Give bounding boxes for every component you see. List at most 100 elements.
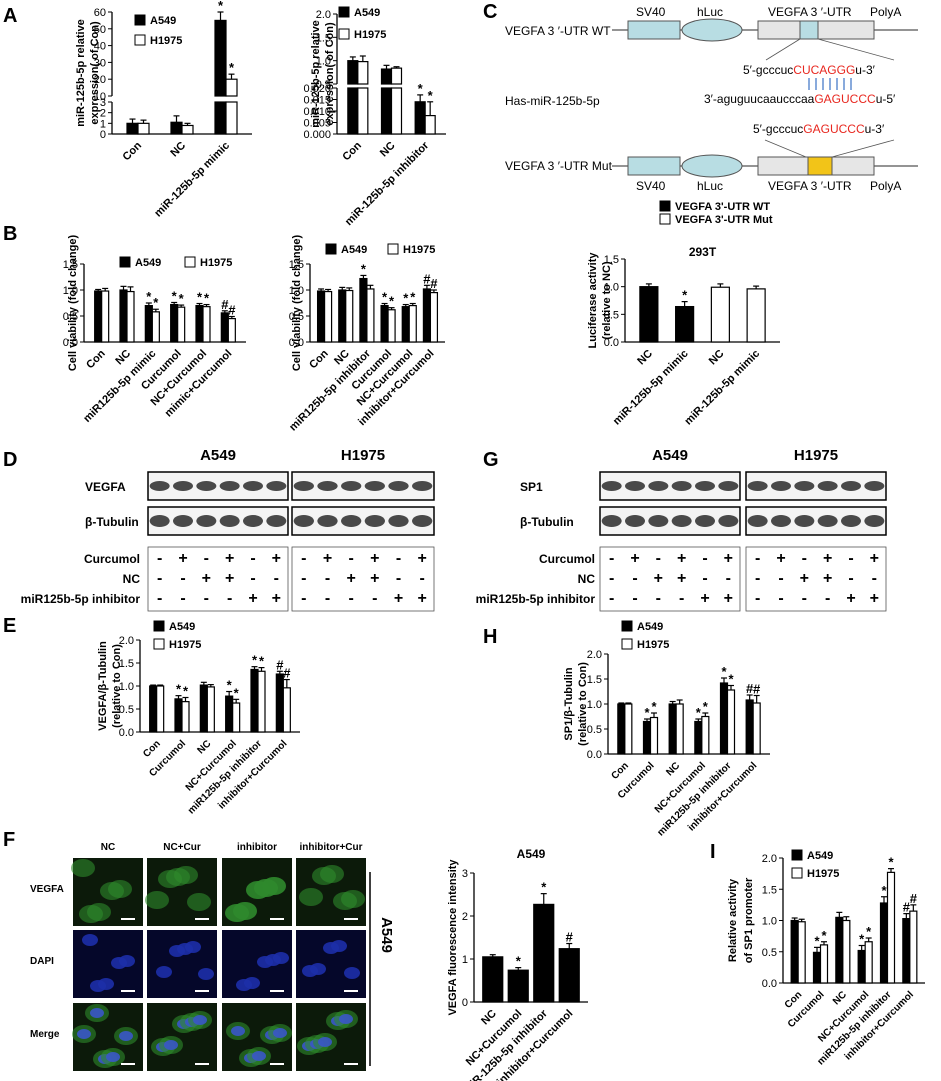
- bar: [144, 305, 153, 343]
- panel-letter-d: D: [3, 449, 17, 471]
- x-tick-label: NC: [113, 348, 133, 368]
- cell-signal: [233, 902, 257, 920]
- bar: [174, 698, 183, 733]
- cell-signal: [108, 880, 132, 898]
- condition-sign: -: [778, 570, 783, 587]
- x-tick-label: Con: [141, 738, 163, 760]
- condition-sign: -: [755, 590, 760, 607]
- y-axis-label: VEGFA fluorescence intensity: [447, 859, 459, 1016]
- legend-swatch: [791, 867, 803, 879]
- condition-sign: -: [632, 570, 637, 587]
- condition-sign: -: [872, 570, 877, 587]
- y-tick-label: 0: [462, 997, 468, 1009]
- y-tick-label: 1.0: [63, 285, 78, 297]
- blot-band: [388, 515, 409, 527]
- condition-sign: -: [301, 570, 306, 587]
- blot-band: [841, 481, 861, 491]
- blot-band: [388, 481, 409, 491]
- blot-band: [173, 481, 193, 491]
- y-tick-label: 0.005: [303, 118, 331, 130]
- micrograph-cell: [147, 930, 217, 998]
- condition-sign: +: [724, 590, 733, 607]
- significance-mark: *: [516, 954, 522, 969]
- significance-mark: *: [361, 261, 367, 276]
- significance-mark: *: [682, 288, 688, 303]
- bar: [366, 288, 375, 343]
- chart-i-promoter: 0.0 0.5 1.0 1.5 2.0 Relative activity of SP1 p…: [727, 849, 925, 1067]
- significance-mark: *: [153, 295, 159, 310]
- legend-swatch: [184, 256, 196, 268]
- blot-band: [196, 481, 217, 491]
- condition-sign: +: [870, 550, 879, 567]
- condition-sign: -: [204, 590, 209, 607]
- bar: [275, 673, 284, 733]
- significance-mark: *: [721, 664, 727, 679]
- y-tick-label: 2.0: [587, 649, 602, 661]
- condition-sign: -: [349, 590, 354, 607]
- y-tick-label: 0.5: [119, 704, 134, 716]
- condition-sign: -: [396, 570, 401, 587]
- nucleus: [244, 977, 260, 989]
- nucleus: [185, 941, 201, 953]
- condition-label: miR125b-5p inhibitor: [476, 592, 596, 606]
- condition-sign: -: [778, 590, 783, 607]
- panel-letter-b: B: [3, 223, 17, 245]
- y-tick-label: 1.5: [289, 259, 304, 271]
- condition-sign: +: [346, 570, 355, 587]
- micrograph-grid: NC NC+Cur inhibitor inhibitor+Cur VEGFA DAPI M…: [30, 842, 395, 1071]
- y-tick-label: 0.5: [587, 724, 602, 736]
- condition-sign: -: [656, 550, 661, 567]
- blot-band: [412, 515, 433, 527]
- condition-sign: +: [870, 590, 879, 607]
- legend-label: VEGFA 3'-UTR Mut: [675, 214, 773, 226]
- significance-mark: *: [259, 654, 265, 669]
- blot-band: [364, 515, 385, 527]
- blot-band: [341, 515, 362, 527]
- legend-label: A549: [341, 244, 367, 256]
- condition-sign: +: [417, 590, 426, 607]
- panel-letter-i: I: [710, 841, 716, 863]
- blot-band: [695, 481, 715, 491]
- legend-swatch: [659, 213, 671, 225]
- x-tick-label: NC: [479, 1008, 499, 1028]
- bar: [857, 949, 866, 984]
- condition-sign: -: [301, 550, 306, 567]
- wt-hluc-label: hLuc: [697, 5, 723, 19]
- condition-sign: -: [372, 590, 377, 607]
- blot-strip: [147, 506, 289, 536]
- significance-mark: *: [252, 653, 258, 668]
- y-tick-label: 3: [462, 868, 468, 880]
- bar: [624, 703, 633, 755]
- nucleus: [310, 963, 326, 975]
- y-axis-label: expression( of Con): [324, 22, 336, 126]
- bar: [177, 306, 186, 343]
- mut-hluc-ellipse: [681, 154, 743, 178]
- condition-sign: +: [823, 550, 832, 567]
- luciferase-construct-diagram: VEGFA 3 ′-UTR WT SV40 hLuc VEGFA 3 ′-UTR…: [505, 5, 918, 193]
- cell-line-label: H1975: [341, 447, 385, 464]
- blot-strip: [599, 471, 741, 501]
- cell-signal: [187, 893, 211, 911]
- bar: [199, 684, 208, 733]
- bar: [181, 124, 194, 135]
- condition-sign: -: [802, 590, 807, 607]
- bar-lower: [390, 87, 403, 135]
- condition-sign: -: [250, 570, 255, 587]
- x-tick-label: miR-125b-5p mimic: [152, 140, 232, 220]
- nucleus: [198, 968, 214, 980]
- condition-sign: +: [654, 570, 663, 587]
- bar: [726, 689, 736, 755]
- significance-mark: *: [696, 705, 702, 720]
- wt-polya-label: PolyA: [870, 5, 901, 19]
- bar-upper: [357, 60, 369, 85]
- condition-label: miR125b-5p inhibitor: [21, 592, 141, 606]
- y-tick-label: 1.0: [119, 681, 134, 693]
- blot-band: [864, 515, 885, 527]
- legend-label: H1975: [403, 244, 435, 256]
- nucleus: [252, 1051, 266, 1061]
- bar: [323, 290, 333, 343]
- bar: [694, 720, 703, 755]
- y-tick-label: 0: [100, 129, 106, 141]
